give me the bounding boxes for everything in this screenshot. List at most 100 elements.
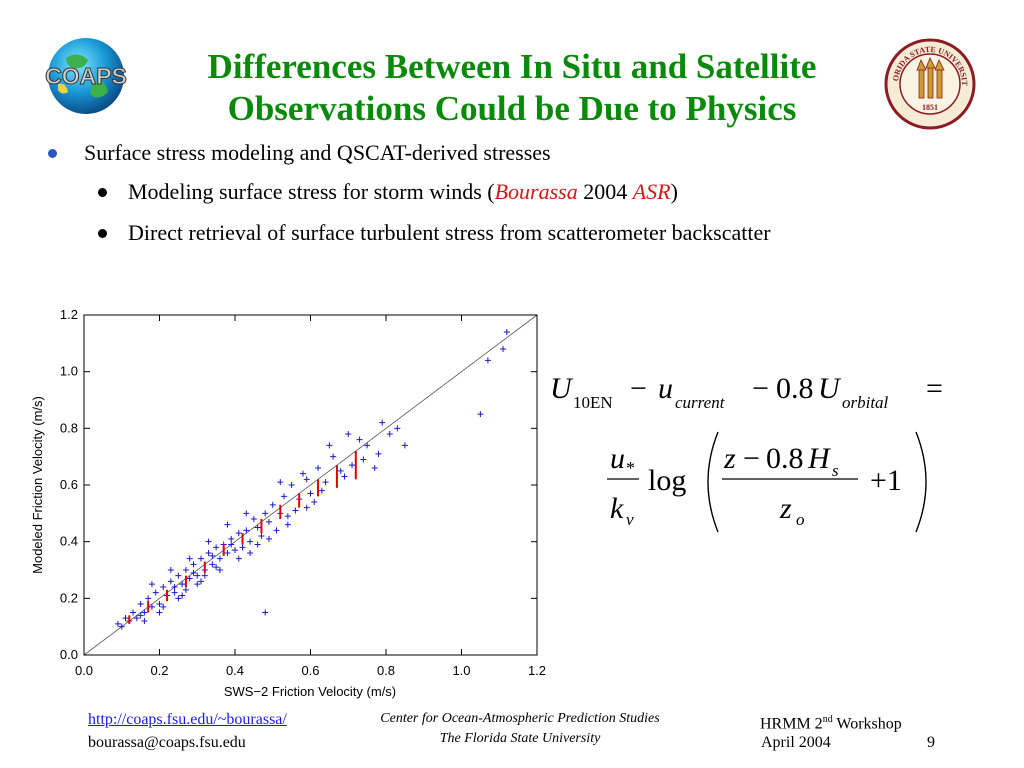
scatter-point [213, 564, 220, 571]
scatter-point [160, 603, 167, 610]
coaps-logo-text: COAPS [45, 63, 127, 89]
citation-author: Bourassa [494, 179, 578, 204]
scatter-point [262, 510, 269, 517]
scatter-point [122, 615, 129, 622]
left-paren [707, 431, 719, 533]
scatter-point [250, 516, 257, 522]
scatter-point [179, 592, 186, 599]
x-axis-label: SWS−2 Friction Velocity (m/s) [224, 684, 396, 699]
scatter-point [194, 572, 201, 579]
scatter-point [379, 419, 386, 426]
y-tick-label: 1.2 [60, 307, 78, 322]
eq-minus: − [630, 372, 647, 405]
scatter-point [194, 581, 201, 588]
footer-center-line1: Center for Ocean-Atmospheric Prediction … [380, 711, 660, 726]
scatter-point [281, 493, 288, 500]
right-paren [915, 431, 927, 533]
bullet-level2-retrieval: Direct retrieval of surface turbulent st… [128, 220, 771, 245]
scatter-point [156, 609, 163, 616]
x-tick-label: 0.6 [301, 663, 319, 678]
eq-U2: U [818, 372, 842, 405]
eq-u: u [658, 372, 673, 405]
scatter-point [160, 584, 167, 590]
scatter-point [326, 442, 333, 449]
eq-sub-o: o [796, 510, 805, 529]
scatter-point [265, 518, 272, 525]
citation-year: 2004 [577, 179, 633, 204]
y-tick-label: 0.0 [60, 647, 78, 662]
scatter-chart: 0.0 0.2 0.4 0.6 0.8 1.0 1.2 0.0 0.2 0.4 0.6 0.8 1.0… [30, 307, 546, 699]
scatter-point [201, 572, 208, 579]
scatter-point [175, 595, 182, 602]
scatter-point [235, 530, 242, 537]
scatter-point [213, 544, 220, 551]
y-tick-label: 0.4 [60, 534, 78, 549]
y-tick-label: 0.2 [60, 590, 78, 605]
eq-u-star: u [610, 442, 625, 475]
scatter-point [258, 533, 265, 539]
eq-sub-s: s [832, 461, 839, 480]
scatter-point [503, 329, 510, 335]
scatter-point [186, 555, 193, 562]
equation-line-1: U 10EN − u current − 0.8 U orbital = [550, 372, 943, 412]
citation-prefix: Modeling surface stress for storm winds … [128, 179, 495, 204]
x-tick-label: 1.0 [452, 663, 470, 678]
eq-z: z [723, 442, 736, 475]
eq-star: * [626, 458, 635, 478]
scatter-point [137, 601, 144, 607]
scatter-point [401, 442, 408, 449]
eq-minus: − [743, 442, 760, 475]
footer-homepage-link[interactable]: http://coaps.fsu.edu/~bourassa/ [88, 711, 287, 728]
scatter-point [198, 578, 205, 585]
x-tick-label: 0.8 [377, 663, 395, 678]
slide-title: Differences Between In Situ and Satellit… [140, 46, 884, 130]
bullet-dot-icon [98, 229, 107, 238]
scatter-point [239, 544, 246, 551]
workshop-prefix: HRMM 2 [760, 715, 823, 733]
scatter-point [145, 595, 152, 602]
scatter-point [247, 538, 254, 545]
y-tick-label: 0.8 [60, 420, 78, 435]
scatter-point [315, 465, 322, 471]
eq-k: k [610, 492, 624, 525]
x-tick-label: 0.2 [150, 663, 168, 678]
bullet-dot-icon [98, 188, 107, 197]
scatter-point [360, 456, 367, 463]
scatter-point [179, 581, 186, 588]
scatter-point [273, 527, 280, 534]
scatter-point [243, 527, 250, 534]
scatter-point [156, 601, 163, 607]
error-bars [128, 451, 357, 624]
scatter-point [254, 541, 261, 548]
scatter-point [224, 550, 231, 556]
scatter-point [303, 476, 310, 483]
globe-icon [48, 38, 124, 114]
scatter-point [292, 507, 299, 514]
footer-date: April 2004 [761, 734, 831, 751]
scatter-point [371, 465, 378, 471]
scatter-point [322, 479, 329, 486]
eq-H: H [807, 442, 832, 475]
scatter-point [182, 586, 189, 593]
scatter-point [114, 620, 121, 627]
scatter-point [167, 567, 174, 573]
fsu-seal: FLORIDA STATE UNIVERSITY 1851 [884, 38, 976, 130]
one-to-one-line [83, 314, 538, 656]
y-tick-label: 1.0 [60, 364, 78, 379]
scatter-point [190, 569, 197, 576]
scatter-point [148, 581, 155, 588]
equation-line-2: u * k v log z − 0.8 H s z o +1 [607, 431, 927, 533]
landmass-shape [90, 81, 108, 98]
x-tick-label: 1.2 [528, 663, 546, 678]
scatter-point [148, 603, 155, 610]
bullet-level1: Surface stress modeling and QSCAT-derive… [84, 140, 551, 165]
scatter-point [277, 479, 284, 486]
scatter-point [209, 552, 216, 559]
scatter-point [182, 567, 189, 573]
eq-z-o: z [779, 492, 792, 525]
scatter-point [337, 467, 344, 474]
page-number: 9 [927, 734, 935, 751]
scatter-point [228, 541, 235, 548]
scatter-point [228, 535, 235, 542]
footer-email: bourassa@coaps.fsu.edu [88, 734, 246, 751]
